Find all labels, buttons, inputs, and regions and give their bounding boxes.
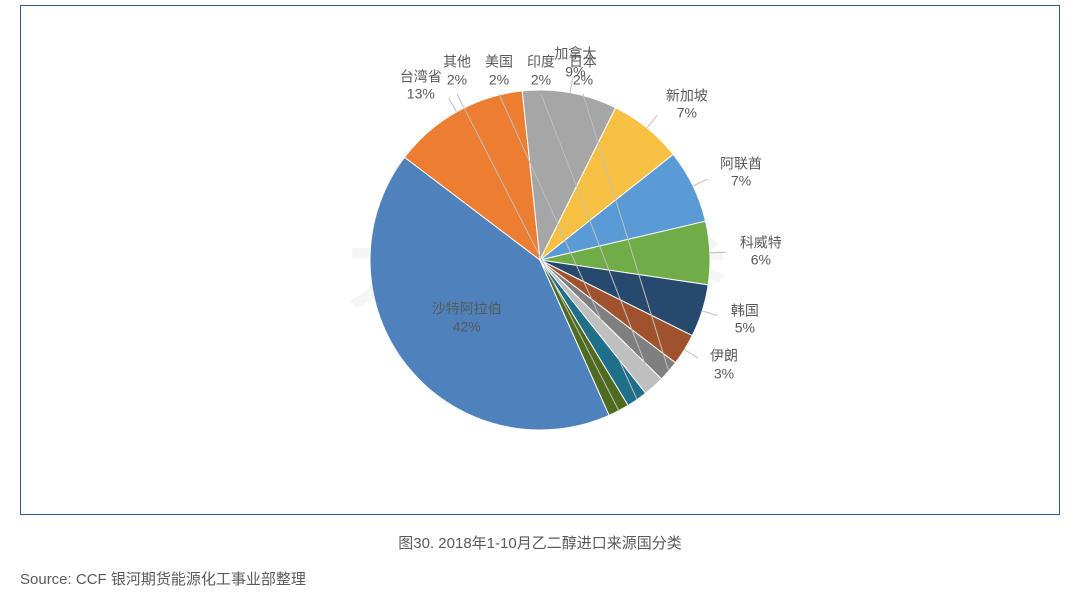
source-line: Source: CCF 银河期货能源化工事业部整理 xyxy=(20,568,306,589)
slice-label-pct: 5% xyxy=(735,320,755,336)
slice-label-韩国: 韩国 5% xyxy=(731,302,759,337)
slice-label-其他: 其他 xyxy=(443,53,471,71)
figure-caption: 图30. 2018年1-10月乙二醇进口来源国分类 xyxy=(0,532,1080,553)
slice-label-日本: 日本 xyxy=(569,53,597,71)
chart-frame: 大宗内参 沙特阿拉伯42%台湾省13%加拿大9%新加坡7%阿联酋7%科威特6%韩… xyxy=(20,5,1060,515)
pie-chart-container: 沙特阿拉伯42%台湾省13%加拿大9%新加坡7%阿联酋7%科威特6%韩国5%伊朗… xyxy=(350,70,730,450)
slice-label-科威特: 科威特 6% xyxy=(740,234,782,269)
slice-label-name: 韩国 xyxy=(731,302,759,318)
slice-label-name: 加拿大 xyxy=(554,46,596,62)
slice-label-pct: 7% xyxy=(731,173,751,189)
slice-label-pct: 6% xyxy=(751,252,771,268)
slice-label-美国: 美国 xyxy=(485,53,513,71)
pie-chart xyxy=(350,70,730,450)
slice-label-印度: 印度 xyxy=(527,53,555,71)
slice-label-name: 科威特 xyxy=(740,234,782,250)
